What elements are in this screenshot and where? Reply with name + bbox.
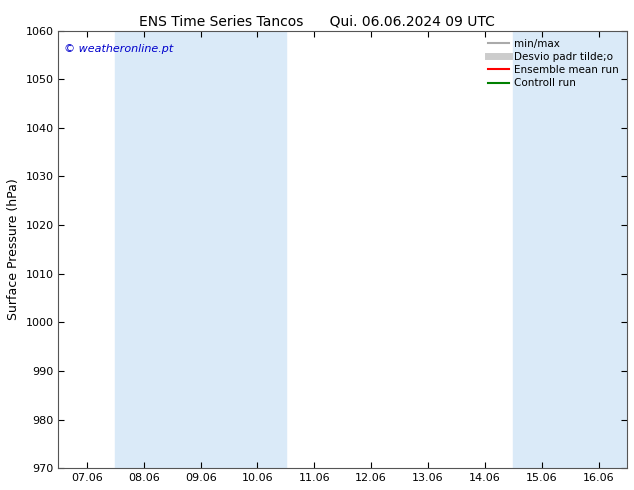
Bar	[570, 30, 627, 468]
Text: ENS Time Series Tancos      Qui. 06.06.2024 09 UTC: ENS Time Series Tancos Qui. 06.06.2024 0…	[139, 15, 495, 29]
Bar	[514, 30, 570, 468]
Legend: min/max, Desvio padr tilde;o, Ensemble mean run, Controll run: min/max, Desvio padr tilde;o, Ensemble m…	[485, 36, 622, 91]
Bar	[115, 30, 172, 468]
Text: © weatheronline.pt: © weatheronline.pt	[64, 44, 174, 54]
Y-axis label: Surface Pressure (hPa): Surface Pressure (hPa)	[7, 178, 20, 320]
Bar	[229, 30, 286, 468]
Bar	[172, 30, 229, 468]
